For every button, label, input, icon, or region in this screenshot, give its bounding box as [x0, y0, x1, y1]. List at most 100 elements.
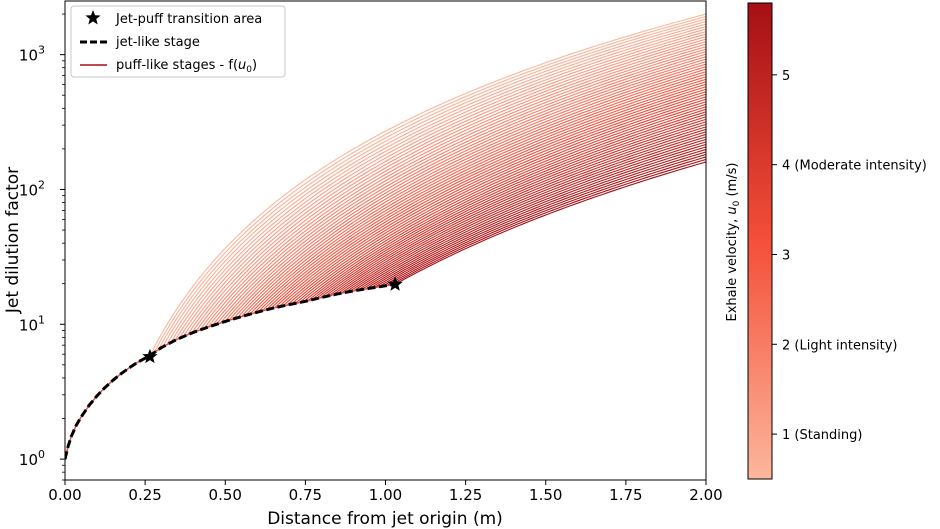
- jet-curve: [65, 282, 396, 460]
- x-tick-label: 0.25: [128, 486, 161, 504]
- legend-box: [70, 5, 286, 78]
- y-axis-label: Jet dilution factor: [3, 167, 23, 314]
- y-tick-exponent: 1: [38, 313, 45, 326]
- puff-curve: [170, 26, 706, 343]
- jet-curve-layer: [65, 282, 396, 460]
- puff-curve: [274, 88, 706, 309]
- puff-curve: [203, 46, 706, 329]
- puff-curve: [311, 111, 706, 301]
- puff-curve: [307, 108, 706, 302]
- puff-curve: [182, 33, 706, 337]
- puff-curve: [390, 158, 706, 286]
- transition-markers: [142, 276, 403, 364]
- puff-curve: [220, 56, 706, 324]
- puff-curve: [282, 93, 706, 307]
- y-tick-base: 10: [19, 181, 38, 199]
- transition-star: [142, 348, 158, 364]
- puff-curve: [295, 101, 706, 304]
- puff-curve: [186, 36, 706, 336]
- puff-curve: [344, 131, 706, 293]
- puff-curve: [328, 121, 706, 297]
- y-tick-exponent: 0: [38, 448, 45, 461]
- puff-curve: [228, 61, 706, 321]
- puff-curve: [215, 53, 706, 325]
- colorbar-frame: [747, 2, 773, 480]
- legend-puff-math: u: [238, 58, 246, 73]
- puff-curve: [207, 48, 706, 328]
- puff-curve: [378, 151, 706, 288]
- x-tick-label: 1.75: [609, 486, 642, 504]
- puff-curve: [195, 41, 706, 332]
- legend-entry-transition: Jet-puff transition area: [115, 12, 262, 27]
- x-tick-label: 0.50: [209, 486, 242, 504]
- puff-curve: [382, 153, 706, 287]
- y-tick-base: 10: [19, 47, 38, 65]
- y-tick-exponent: 2: [38, 178, 45, 191]
- colorbar-label: Exhale velocity, u0 (m/s): [725, 162, 742, 321]
- puff-curve: [178, 31, 706, 339]
- y-tick-label: 100: [19, 448, 45, 469]
- puff-curve: [161, 21, 706, 348]
- puff-curve: [240, 68, 706, 317]
- puff-curve: [224, 58, 706, 322]
- x-tick-label: 0.00: [48, 486, 81, 504]
- x-axis: 0.00 0.25 0.50 0.75 1.00 1.25 1.50 1.75 2.00: [48, 480, 723, 504]
- puff-curve: [361, 141, 706, 290]
- x-tick-label: 2.00: [689, 486, 722, 504]
- puff-curve: [149, 13, 706, 356]
- puff-curve: [349, 133, 706, 293]
- puff-curve: [211, 51, 706, 326]
- transition-star: [387, 276, 403, 291]
- y-tick-base: 10: [19, 316, 38, 334]
- puff-curve: [394, 161, 706, 285]
- puff-curve: [157, 18, 706, 350]
- puff-curve: [166, 23, 706, 346]
- puff-curve: [319, 116, 706, 299]
- colorbar-tick-label: 5: [782, 69, 790, 84]
- puff-curve: [353, 136, 706, 292]
- puff-curve: [257, 78, 706, 313]
- puff-curve: [374, 148, 706, 288]
- colorbar-tick-label: 2 (Light intensity): [782, 338, 897, 353]
- puff-curve: [270, 86, 706, 310]
- puff-curve: [253, 76, 706, 314]
- legend-entry-puff: puff-like stages - f(u0): [116, 58, 257, 75]
- x-axis-label: Distance from jet origin (m): [267, 509, 503, 529]
- x-tick-label: 1.00: [369, 486, 402, 504]
- puff-curve: [315, 113, 706, 300]
- y-tick-base: 10: [19, 451, 38, 469]
- colorbar-tick-label: 4 (Moderate intensity): [782, 159, 927, 174]
- puff-curve: [340, 128, 706, 294]
- puff-curve: [336, 126, 706, 295]
- legend-puff-prefix: puff-like stages - f(: [116, 58, 238, 73]
- colorbar-label-prefix: Exhale velocity,: [725, 215, 740, 322]
- puff-curve: [153, 16, 706, 353]
- jet-curve-underlay: [65, 283, 396, 460]
- legend-puff-close: ): [252, 58, 257, 73]
- puff-curve: [232, 63, 706, 320]
- colorbar-label-suffix: (m/s): [725, 162, 740, 200]
- puff-curve: [369, 146, 706, 289]
- x-tick-label: 0.75: [289, 486, 322, 504]
- legend-entry-jet: jet-like stage: [115, 35, 200, 50]
- colorbar-tick-label: 3: [782, 248, 790, 263]
- colorbar-label-sub: 0: [732, 200, 742, 206]
- puff-curve: [245, 71, 706, 316]
- puff-curve: [265, 83, 706, 311]
- colorbar: 1 (Standing) 2 (Light intensity) 3 4 (Moder…: [725, 2, 927, 480]
- puff-curve: [365, 143, 706, 290]
- legend-star-icon: [85, 10, 101, 25]
- puff-curves: [149, 13, 706, 356]
- puff-curve: [299, 103, 706, 303]
- y-tick-label: 101: [19, 313, 45, 334]
- y-tick-label: 102: [19, 178, 45, 199]
- colorbar-tick-label: 1 (Standing): [782, 428, 862, 443]
- puff-curve: [286, 96, 706, 306]
- puff-curve: [261, 81, 706, 312]
- puff-curve: [236, 66, 706, 319]
- colorbar-label-math: u: [725, 206, 740, 214]
- puff-curve: [191, 38, 706, 334]
- puff-curve: [290, 98, 706, 305]
